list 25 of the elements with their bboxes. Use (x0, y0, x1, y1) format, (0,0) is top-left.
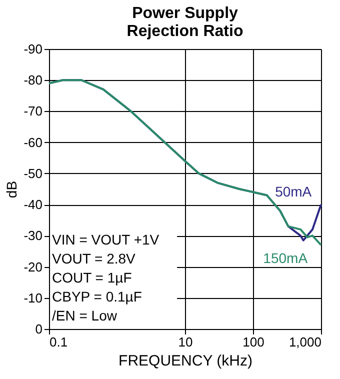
y-tick-label: -50 (24, 166, 42, 181)
series-label: 50mA (275, 183, 312, 200)
y-tick-label: -10 (24, 290, 42, 306)
text: Rejection Ratio (126, 23, 244, 40)
annotation: VOUT = 2.8V (52, 250, 136, 266)
y-tick-label: -90 (24, 42, 42, 56)
y-tick-label: -30 (24, 228, 42, 244)
y-tick-label: -40 (24, 197, 42, 212)
annotation: COUT = 1µF (52, 270, 132, 286)
series-label: 150mA (263, 250, 308, 266)
y-tick-label: -20 (24, 259, 42, 274)
text: Power Supply (132, 5, 238, 22)
x-axis-title: FREQUENCY (kHz) (118, 352, 252, 370)
annotation: CBYP = 0.1µF (52, 288, 142, 304)
x-tick-label: 100 (242, 334, 264, 350)
x-tick-label: 0.1 (50, 334, 68, 350)
y-tick-label: 0 (35, 322, 42, 336)
annotation: /EN = Low (52, 308, 118, 324)
y-tick-label: -70 (24, 104, 42, 119)
x-tick-label: 1,000 (288, 334, 322, 350)
y-tick-label: -80 (24, 72, 42, 88)
x-tick-label: 10 (178, 334, 193, 350)
annotation: VIN = VOUT +1V (52, 232, 160, 248)
y-axis-title: dB (4, 180, 20, 198)
y-tick-label: -60 (24, 134, 42, 150)
